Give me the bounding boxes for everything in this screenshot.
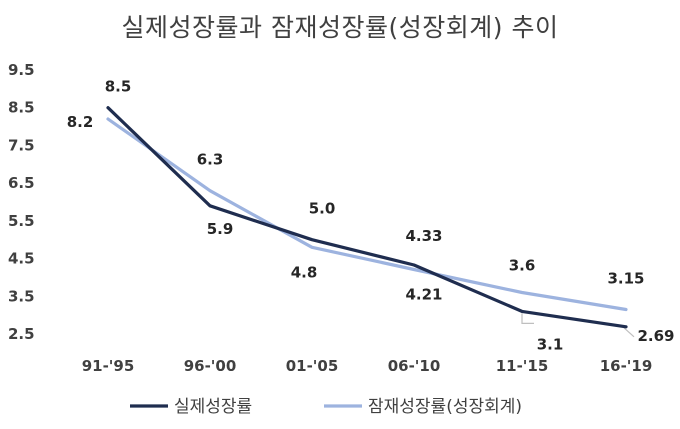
y-tick-label: 2.5 xyxy=(8,325,35,343)
leader-lines xyxy=(521,313,635,338)
data-label: 3.1 xyxy=(537,335,564,353)
x-axis: 91-'95 96-'00 01-'05 06-'10 11-'15 16-'19 xyxy=(82,357,653,375)
x-tick-label: 01-'05 xyxy=(286,357,339,375)
x-tick-label: 06-'10 xyxy=(388,357,441,375)
legend-label: 잠재성장률(성장회계) xyxy=(368,397,522,417)
legend-label: 실제성장률 xyxy=(174,397,252,417)
data-label: 2.69 xyxy=(637,327,674,345)
x-tick-label: 91-'95 xyxy=(82,357,135,375)
data-label: 6.3 xyxy=(197,151,224,169)
x-tick-label: 11-'15 xyxy=(496,357,549,375)
y-tick-label: 6.5 xyxy=(8,174,35,192)
data-label: 4.33 xyxy=(405,227,442,245)
leader-line xyxy=(623,327,635,338)
data-label: 5.0 xyxy=(309,200,336,218)
data-label: 8.5 xyxy=(105,78,132,96)
x-tick-label: 96-'00 xyxy=(184,357,237,375)
data-label: 4.21 xyxy=(405,286,442,304)
y-tick-label: 3.5 xyxy=(8,287,35,305)
y-tick-label: 9.5 xyxy=(8,61,35,79)
data-label: 4.8 xyxy=(291,263,318,281)
data-labels: 8.5 5.9 5.0 4.33 3.1 2.69 8.2 6.3 4.8 4.21 3.6 3.15 xyxy=(67,78,675,354)
data-label: 3.6 xyxy=(509,257,536,275)
data-label: 5.9 xyxy=(207,220,234,238)
leader-line xyxy=(521,313,534,324)
series-line-1 xyxy=(106,106,628,329)
series-line-2 xyxy=(106,117,628,312)
series-lines xyxy=(106,106,628,329)
x-tick-label: 16-'19 xyxy=(600,357,653,375)
legend: 실제성장률 잠재성장률(성장회계) xyxy=(130,397,522,417)
y-tick-label: 7.5 xyxy=(8,136,35,154)
y-axis: 9.5 8.5 7.5 6.5 5.5 4.5 3.5 2.5 xyxy=(8,61,35,343)
y-tick-label: 8.5 xyxy=(8,99,35,117)
y-tick-label: 5.5 xyxy=(8,212,35,230)
data-label: 8.2 xyxy=(67,113,94,131)
chart-title: 실제성장률과 잠재성장률(성장회계) 추이 xyxy=(121,13,559,42)
data-label: 3.15 xyxy=(607,269,644,287)
y-tick-label: 4.5 xyxy=(8,250,35,268)
